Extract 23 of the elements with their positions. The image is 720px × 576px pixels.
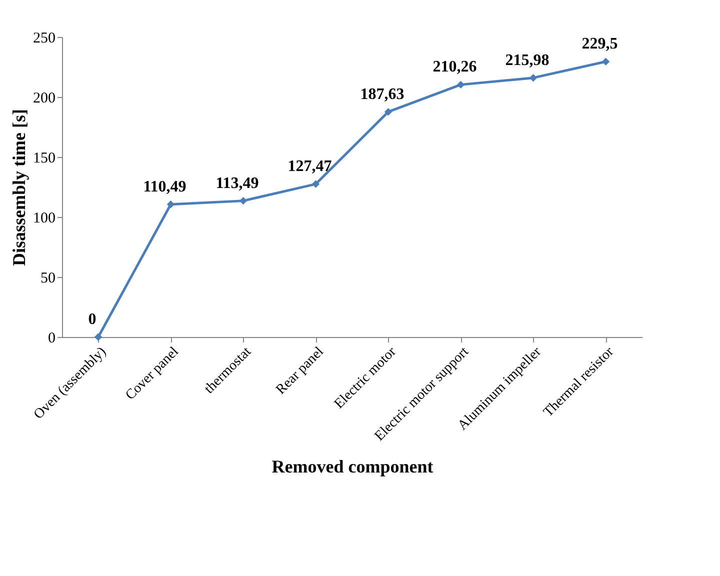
data-label: 110,49 bbox=[143, 178, 186, 196]
x-axis-title: Removed component bbox=[272, 456, 434, 476]
y-tick-label: 250 bbox=[33, 30, 56, 46]
data-label: 113,49 bbox=[216, 174, 259, 192]
data-label: 210,26 bbox=[432, 58, 477, 76]
y-tick-label: 150 bbox=[33, 150, 56, 166]
point bbox=[602, 58, 610, 66]
data-label: 229,5 bbox=[582, 36, 618, 53]
y-axis-title: Disassembly time [s] bbox=[9, 109, 29, 266]
point bbox=[312, 180, 320, 188]
y-tick-label: 0 bbox=[48, 330, 56, 346]
y-tick-label: 200 bbox=[33, 90, 56, 106]
data-label: 127,47 bbox=[288, 158, 332, 176]
point bbox=[239, 196, 248, 205]
data-label: 0 bbox=[88, 311, 96, 328]
point bbox=[94, 333, 102, 341]
data-label: 215,98 bbox=[505, 52, 550, 69]
y-tick-label: 100 bbox=[33, 210, 56, 226]
data-label: 187,63 bbox=[360, 86, 404, 103]
point bbox=[529, 74, 538, 82]
y-tick-label: 50 bbox=[40, 270, 56, 286]
point bbox=[456, 80, 465, 89]
point bbox=[384, 108, 392, 116]
